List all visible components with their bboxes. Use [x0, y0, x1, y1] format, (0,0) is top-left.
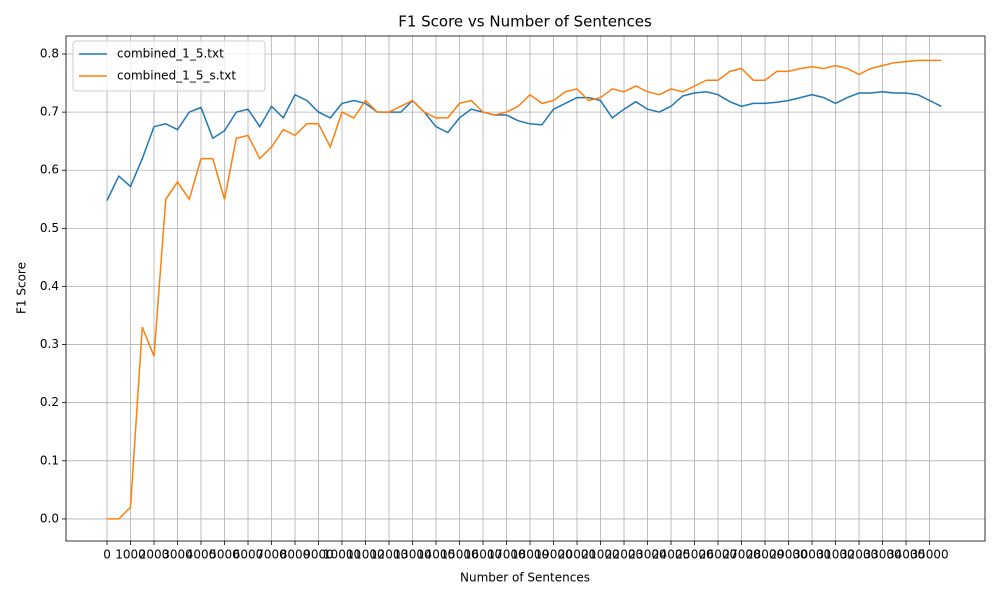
x-tick-label: 16000: [464, 548, 502, 562]
x-tick-label: 23000: [628, 548, 666, 562]
x-tick-label: 3000: [162, 548, 193, 562]
y-axis-label: F1 Score: [15, 262, 29, 314]
x-tick-label: 28000: [746, 548, 784, 562]
y-tick-label: 0.1: [40, 453, 59, 467]
y-tick-label: 0.5: [40, 221, 59, 235]
x-tick-label: 33000: [863, 548, 901, 562]
x-tick-label: 34000: [887, 548, 925, 562]
x-tick-label: 32000: [840, 548, 878, 562]
x-tick-label: 35000: [910, 548, 948, 562]
x-tick-label: 19000: [534, 548, 572, 562]
x-tick-label: 8000: [280, 548, 311, 562]
legend-label: combined_1_5.txt: [117, 47, 224, 61]
y-tick-label: 0.6: [40, 163, 59, 177]
y-tick-label: 0.8: [40, 47, 59, 61]
x-tick-label: 14000: [417, 548, 455, 562]
legend-box: [72, 40, 266, 92]
y-tick-label: 0.4: [40, 279, 59, 293]
x-tick-label: 27000: [722, 548, 760, 562]
x-tick-label: 15000: [440, 548, 478, 562]
x-axis-label: Number of Sentences: [460, 571, 590, 585]
x-tick-label: 5000: [209, 548, 240, 562]
plot-frame: [65, 35, 986, 542]
x-tick-label: 25000: [675, 548, 713, 562]
x-tick-label: 4000: [186, 548, 217, 562]
x-tick-label: 6000: [233, 548, 264, 562]
y-tick-label: 0.3: [40, 337, 59, 351]
x-tick-label: 9000: [303, 548, 334, 562]
x-tick-label: 24000: [652, 548, 690, 562]
y-tick-label: 0.2: [40, 395, 59, 409]
x-tick-label: 18000: [511, 548, 549, 562]
x-tick-label: 10000: [323, 548, 361, 562]
x-tick-label: 11000: [346, 548, 384, 562]
x-tick-label: 13000: [393, 548, 431, 562]
y-tick-label: 0.7: [40, 105, 59, 119]
x-tick-label: 30000: [793, 548, 831, 562]
x-tick-label: 17000: [487, 548, 525, 562]
line-series: [107, 59, 942, 520]
x-tick-label: 20000: [558, 548, 596, 562]
chart-title: F1 Score vs Number of Sentences: [398, 13, 652, 31]
y-tick-label: 0.0: [40, 511, 59, 525]
x-tick-label: 31000: [816, 548, 854, 562]
x-tick-label: 26000: [699, 548, 737, 562]
line-series: [106, 91, 942, 201]
x-tick-label: 22000: [605, 548, 643, 562]
x-tick-label: 0: [103, 548, 111, 562]
x-tick-label: 21000: [581, 548, 619, 562]
legend-label: combined_1_5_s.txt: [117, 69, 236, 83]
x-tick-label: 2000: [139, 548, 170, 562]
x-tick-label: 29000: [769, 548, 807, 562]
x-tick-label: 1000: [115, 548, 146, 562]
x-tick-label: 7000: [256, 548, 287, 562]
x-tick-label: 12000: [370, 548, 408, 562]
